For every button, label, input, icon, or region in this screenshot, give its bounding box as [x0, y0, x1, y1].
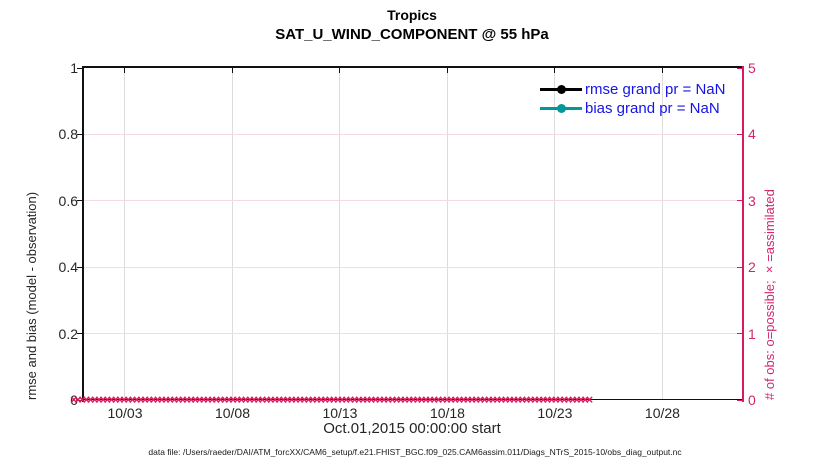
- chart-title: Tropics: [387, 7, 437, 23]
- legend-entry-rmse: rmse grand pr = NaN: [540, 79, 725, 99]
- chart-title-block: Tropics SAT_U_WIND_COMPONENT @ 55 hPa: [82, 6, 742, 45]
- vertical-gridline: [231, 68, 233, 400]
- right-y-tick-label: 2: [748, 259, 756, 276]
- assimilated-obs-marker-band: ××××××××××××××××××××××××××××××××××××××××…: [70, 394, 593, 406]
- x-tick-label: 10/08: [214, 405, 250, 421]
- left-y-tick-label: 0.4: [58, 259, 78, 276]
- right-y-tick-mark: [737, 67, 742, 69]
- horizontal-gridline: [84, 333, 742, 335]
- horizontal-gridline: [84, 266, 742, 268]
- right-y-tick-mark: [737, 133, 742, 135]
- right-y-tick-label: 3: [748, 192, 756, 209]
- legend-entry-bias: bias grand pr = NaN: [540, 98, 720, 118]
- x-tick-mark: [661, 68, 663, 73]
- right-y-tick-label: 4: [748, 126, 756, 143]
- left-y-tick-mark: [77, 200, 82, 202]
- left-y-axis-label: rmse and bias (model - observation): [24, 191, 39, 400]
- bias-marker-icon: [557, 103, 566, 113]
- horizontal-gridline: [84, 200, 742, 202]
- x-tick-mark: [124, 68, 126, 73]
- vertical-gridline: [661, 68, 663, 400]
- left-y-tick-mark: [77, 266, 82, 268]
- bias-line-sample: [540, 103, 582, 113]
- right-y-tick-mark: [737, 266, 742, 268]
- vertical-gridline: [339, 68, 341, 400]
- rmse-line-sample: [540, 84, 582, 94]
- right-y-tick-label: 1: [748, 325, 756, 342]
- x-tick-label: 10/28: [644, 405, 680, 421]
- x-tick-label: 10/23: [537, 405, 573, 421]
- chart-subtitle: SAT_U_WIND_COMPONENT @ 55 hPa: [275, 26, 549, 43]
- vertical-gridline: [554, 68, 556, 400]
- left-y-tick-mark: [77, 67, 82, 69]
- right-y-tick-label: 0: [748, 392, 756, 408]
- rmse-marker-icon: [557, 84, 566, 94]
- right-y-tick-mark: [737, 333, 742, 335]
- right-y-axis-label: # of obs: o=possible; ×=assimilated: [762, 189, 777, 400]
- left-y-tick-label: 0.2: [58, 325, 78, 342]
- data-file-note: data file: /Users/raeder/DAI/ATM_forcXX/…: [148, 447, 682, 457]
- vertical-gridline: [124, 68, 126, 400]
- x-tick-label: 10/13: [322, 405, 358, 421]
- vertical-gridline: [446, 68, 448, 400]
- left-y-tick-mark: [77, 133, 82, 135]
- left-y-axis: [82, 66, 84, 402]
- right-y-tick-mark: [737, 200, 742, 202]
- left-y-tick-label: 0: [70, 392, 78, 408]
- x-tick-mark: [554, 68, 556, 73]
- plot-border-bottom: [82, 399, 744, 400]
- legend-label-bias: bias grand pr = NaN: [585, 99, 720, 117]
- right-y-tick-label: 5: [748, 60, 756, 76]
- left-y-tick-mark: [77, 399, 82, 401]
- plot-border-top: [82, 66, 744, 68]
- x-tick-mark: [231, 68, 233, 73]
- left-y-tick-label: 0.6: [58, 192, 78, 209]
- left-y-tick-label: 1: [70, 60, 78, 76]
- x-axis-label: Oct.01,2015 00:00:00 start: [323, 420, 501, 437]
- right-y-tick-mark: [737, 399, 742, 401]
- left-y-tick-label: 0.8: [58, 126, 78, 143]
- right-y-axis: [742, 66, 744, 402]
- x-tick-mark: [339, 68, 341, 73]
- x-tick-mark: [446, 68, 448, 73]
- legend-label-rmse: rmse grand pr = NaN: [585, 80, 726, 98]
- x-tick-label: 10/18: [429, 405, 465, 421]
- left-y-tick-mark: [77, 333, 82, 335]
- x-tick-label: 10/03: [107, 405, 143, 421]
- horizontal-gridline: [84, 133, 742, 135]
